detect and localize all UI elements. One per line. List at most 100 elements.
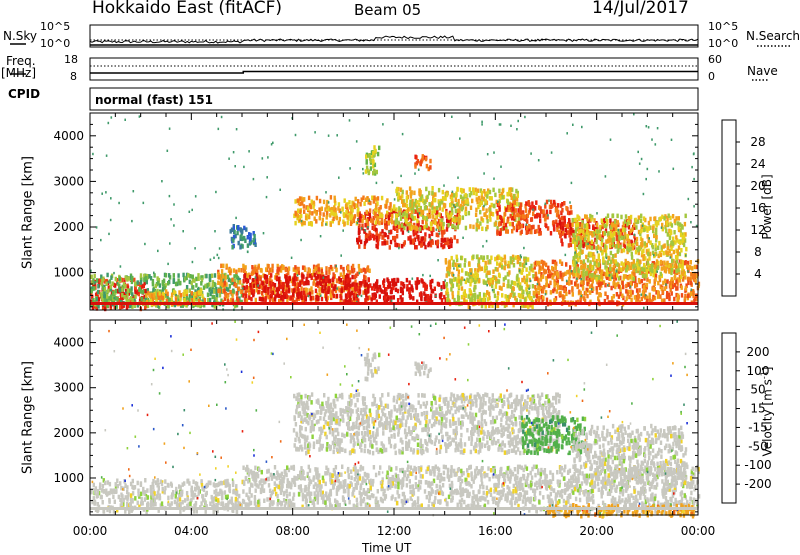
- power-noise: [574, 251, 576, 253]
- power-cell: [402, 213, 404, 218]
- power-cell: [560, 238, 562, 243]
- power-cell: [297, 287, 299, 292]
- power-noise: [349, 167, 351, 169]
- power-cell: [374, 214, 376, 219]
- power-cell: [464, 210, 466, 215]
- power-cell: [306, 281, 308, 286]
- power-cell: [535, 276, 537, 281]
- power-cell: [673, 230, 675, 235]
- power-cell: [450, 212, 452, 217]
- power-cell: [690, 281, 692, 286]
- power-cell: [607, 256, 609, 261]
- power-noise: [611, 277, 613, 279]
- power-cell: [163, 279, 165, 284]
- power-cell: [511, 280, 513, 285]
- power-ytick-label: 3000: [53, 174, 84, 188]
- power-cell: [476, 255, 478, 260]
- power-cell: [206, 283, 208, 288]
- power-cell: [526, 226, 528, 231]
- power-cell: [305, 216, 307, 221]
- power-noise: [108, 122, 110, 124]
- power-cell: [449, 203, 451, 208]
- power-cell: [126, 277, 128, 282]
- power-cell: [452, 218, 454, 223]
- power-cell: [131, 280, 133, 285]
- power-cell: [629, 274, 631, 279]
- power-noise: [408, 231, 410, 233]
- power-cell: [413, 238, 415, 243]
- power-cell: [595, 277, 597, 282]
- power-cell: [425, 187, 427, 192]
- power-cell: [591, 273, 593, 278]
- power-cell: [325, 271, 327, 276]
- power-noise: [192, 261, 194, 263]
- power-cell: [347, 265, 349, 270]
- power-noise: [169, 242, 171, 244]
- power-cell: [666, 221, 668, 226]
- power-noise: [143, 202, 145, 204]
- power-cell: [351, 287, 353, 292]
- power-cell: [457, 225, 459, 230]
- power-cell: [413, 191, 415, 196]
- power-cell: [564, 234, 566, 239]
- power-cell: [659, 217, 661, 222]
- power-cell: [684, 294, 686, 299]
- power-cell: [396, 229, 398, 234]
- power-cell: [564, 219, 566, 224]
- power-cell: [562, 226, 564, 231]
- power-cell: [667, 251, 669, 256]
- power-noise: [367, 226, 369, 228]
- power-noise: [691, 166, 693, 168]
- power-cell: [186, 290, 188, 295]
- power-cell: [600, 274, 602, 279]
- power-cell: [211, 289, 213, 294]
- power-cell: [357, 212, 359, 217]
- power-noise: [173, 203, 175, 205]
- power-cell: [669, 281, 671, 286]
- power-cell: [426, 217, 428, 222]
- power-cell: [680, 259, 682, 264]
- power-cell: [605, 239, 607, 244]
- power-cell: [464, 193, 466, 198]
- power-cell: [336, 278, 338, 283]
- power-noise: [363, 172, 365, 174]
- power-cell: [417, 235, 419, 240]
- power-cell: [641, 297, 643, 302]
- power-noise: [435, 295, 437, 297]
- power-cell: [616, 273, 618, 278]
- power-noise: [133, 190, 135, 192]
- power-noise: [300, 239, 302, 241]
- power-cell: [651, 269, 653, 274]
- power-noise: [648, 237, 650, 239]
- power-cell: [126, 297, 128, 302]
- power-cell: [333, 287, 335, 292]
- power-noise: [526, 224, 528, 226]
- power-cell: [599, 268, 601, 273]
- power-cell: [540, 209, 542, 214]
- power-cell: [654, 216, 656, 221]
- power-cell: [659, 294, 661, 299]
- power-cell: [454, 226, 456, 231]
- power-cell: [485, 199, 487, 204]
- power-cell: [335, 268, 337, 273]
- power-noise: [111, 116, 113, 118]
- power-cell: [502, 195, 504, 200]
- power-noise: [646, 125, 648, 127]
- power-cell: [364, 298, 366, 303]
- power-cell: [505, 223, 507, 228]
- power-cell: [531, 305, 533, 310]
- power-cell: [581, 236, 583, 241]
- power-cell: [259, 297, 261, 302]
- power-noise: [242, 287, 244, 289]
- power-cell: [562, 296, 564, 301]
- power-cell: [566, 270, 568, 275]
- power-cell: [399, 196, 401, 201]
- power-cell: [518, 293, 520, 298]
- power-cell: [668, 293, 670, 298]
- power-cell: [369, 283, 371, 288]
- power-cell: [682, 272, 684, 277]
- power-cell: [418, 189, 420, 194]
- power-cell: [309, 268, 311, 273]
- power-cell: [152, 282, 154, 287]
- power-cell: [443, 295, 445, 300]
